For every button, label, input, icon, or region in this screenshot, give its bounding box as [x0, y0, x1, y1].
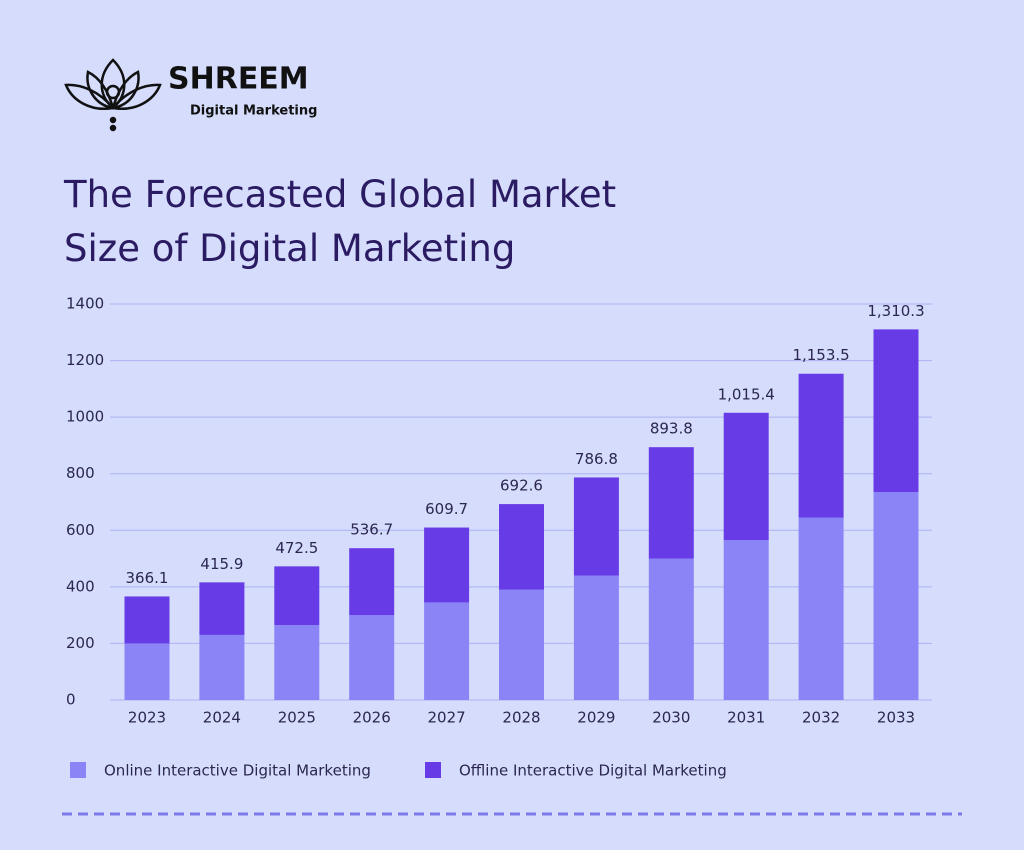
total-label: 786.8	[575, 450, 618, 468]
total-label: 893.8	[650, 420, 693, 438]
x-tick-label: 2031	[727, 709, 765, 727]
y-tick-label: 0	[66, 691, 76, 709]
brand-tagline: Digital Marketing	[190, 104, 317, 119]
x-tick-label: 2025	[278, 709, 316, 727]
bar-segment	[124, 643, 170, 700]
y-tick-label: 800	[66, 464, 95, 482]
y-tick-label: 600	[66, 521, 95, 539]
total-label: 1,015.4	[718, 385, 775, 403]
bar-segment	[199, 634, 245, 700]
bar-segment	[723, 540, 769, 700]
bar-segment	[873, 492, 919, 700]
legend-swatch	[70, 762, 86, 778]
x-tick-label: 2030	[652, 709, 690, 727]
bar-segment	[573, 477, 619, 576]
bar-segment	[873, 329, 919, 493]
y-tick-label: 1200	[66, 351, 104, 369]
bar-segment	[499, 589, 544, 700]
brand-name: SHREEM	[168, 62, 309, 97]
legend-label: Offline Interactive Digital Marketing	[459, 762, 727, 780]
x-tick-label: 2029	[577, 709, 615, 727]
bar-segment	[573, 575, 619, 700]
bar-segment	[798, 517, 844, 700]
bar-segment	[798, 373, 844, 518]
bar-segment	[723, 412, 769, 541]
total-label: 609.7	[425, 500, 468, 518]
x-tick-label: 2023	[128, 709, 166, 727]
total-label: 1,310.3	[867, 302, 924, 320]
bar-segment	[499, 504, 544, 590]
x-tick-label: 2026	[353, 709, 391, 727]
bar-segment	[424, 602, 470, 700]
y-tick-label: 1400	[66, 295, 104, 313]
x-tick-label: 2028	[502, 709, 540, 727]
legend-label: Online Interactive Digital Marketing	[104, 762, 371, 780]
bar-segment	[349, 548, 395, 616]
bar-segment	[424, 527, 470, 603]
x-tick-label: 2032	[802, 709, 840, 727]
bar-segment	[349, 615, 395, 700]
y-tick-label: 400	[66, 577, 95, 595]
total-label: 366.1	[126, 569, 169, 587]
total-label: 536.7	[350, 521, 393, 539]
total-label: 692.6	[500, 477, 543, 495]
bar-segment	[199, 582, 245, 635]
x-tick-label: 2027	[428, 709, 466, 727]
total-label: 415.9	[200, 555, 243, 573]
legend-swatch	[425, 762, 441, 778]
bar-segment	[124, 596, 170, 644]
bar-segment	[648, 558, 694, 700]
bar-segment	[648, 447, 694, 559]
x-tick-label: 2033	[877, 709, 915, 727]
total-label: 1,153.5	[792, 346, 849, 364]
chart-title: The Forecasted Global Market Size of Dig…	[64, 173, 617, 270]
bar-segment	[274, 625, 320, 700]
total-label: 472.5	[275, 539, 318, 557]
x-tick-label: 2024	[203, 709, 241, 727]
logo-icon	[64, 58, 162, 132]
bar-segment	[274, 566, 320, 626]
y-tick-label: 200	[66, 634, 95, 652]
y-tick-label: 1000	[66, 408, 104, 426]
